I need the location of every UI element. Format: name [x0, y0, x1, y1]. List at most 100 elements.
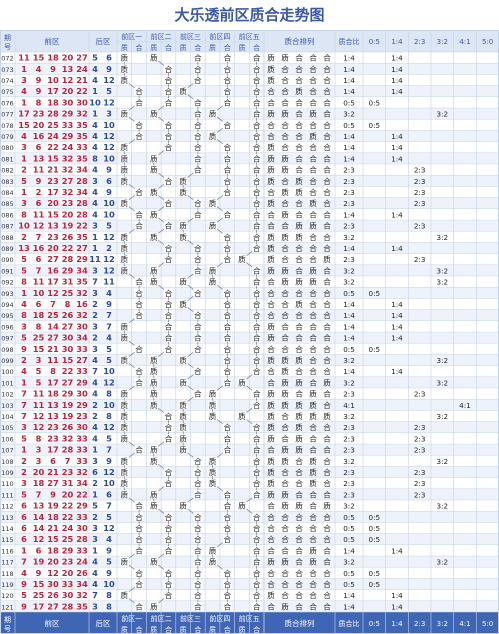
zone-mark-bg: [163, 288, 173, 297]
zone-mark-bg: [163, 255, 173, 264]
zone-mark-bg: [222, 87, 232, 96]
back-number: 6: [92, 467, 98, 477]
ratio-hit-cell: 2:3: [414, 479, 426, 488]
zone-mark: 合: [194, 165, 202, 175]
zone-mark: 质: [121, 411, 129, 421]
ratio-hit-cell: 0:5: [369, 513, 381, 522]
footer-zone-zi-label: 质: [238, 625, 245, 634]
front-number: 5: [21, 254, 27, 264]
ratio-cell: 1:4: [343, 54, 355, 63]
front-number: 27: [47, 478, 59, 488]
arrangement-cell: 合: [323, 467, 331, 477]
front-number: 1: [21, 187, 27, 197]
front-number: 33: [76, 445, 88, 455]
front-number: 1: [21, 445, 27, 455]
front-number: 12: [33, 534, 45, 544]
zone-mark: 合: [194, 579, 202, 589]
arrangement-cell: 合: [295, 579, 303, 589]
front-number: 20: [47, 557, 59, 567]
front-number: 14: [47, 321, 59, 331]
arrangement-cell: 合: [281, 131, 289, 141]
zone-mark: 合: [253, 176, 261, 186]
header-zone-he-label: 合: [253, 43, 260, 52]
zone-mark-bg: [163, 467, 173, 477]
zone-mark: 合: [223, 579, 231, 589]
zone-mark: 合: [253, 153, 261, 163]
issue-cell: 098: [1, 346, 13, 354]
zone-mark-bg: [252, 535, 262, 544]
zone-mark-bg: [149, 602, 159, 611]
front-number: 11: [33, 277, 45, 287]
front-number: 30: [62, 333, 74, 343]
ratio-hit-cell: 1:4: [391, 154, 403, 163]
arrangement-cell: 质: [267, 321, 275, 331]
arrangement-cell: 合: [323, 456, 331, 466]
arrangement-cell: 合: [281, 512, 289, 522]
arrangement-cell: 合: [323, 243, 331, 253]
zone-mark-bg: [193, 143, 203, 152]
arrangement-cell: 合: [323, 366, 331, 376]
arrangement-cell: 合: [309, 523, 317, 533]
zone-mark: 质: [238, 377, 246, 387]
zone-mark-bg: [149, 232, 159, 241]
front-number: 29: [62, 545, 74, 555]
arrangement-cell: 合: [281, 333, 289, 343]
zone-mark-bg: [193, 523, 203, 533]
front-number: 26: [62, 422, 74, 432]
zone-mark-bg: [163, 535, 173, 544]
zone-mark-bg: [149, 456, 159, 465]
front-number: 29: [62, 389, 74, 399]
front-number: 33: [76, 456, 88, 466]
arrangement-cell: 合: [281, 467, 289, 477]
zone-mark-bg: [193, 333, 203, 342]
zone-mark-bg: [149, 378, 159, 387]
zone-mark: 合: [194, 366, 202, 376]
front-number: 34: [76, 478, 88, 488]
front-number: 28: [76, 198, 88, 208]
arrangement-cell: 合: [267, 366, 275, 376]
arrangement-cell: 合: [267, 568, 275, 578]
zone-mark-bg: [222, 445, 232, 454]
zone-mark-bg: [193, 479, 203, 488]
zone-mark-bg: [119, 255, 129, 264]
arrangement-cell: 合: [295, 545, 303, 555]
arrangement-cell: 合: [309, 232, 317, 242]
arrangement-cell: 合: [323, 209, 331, 219]
zone-mark-bg: [134, 602, 144, 611]
back-number: 4: [92, 209, 98, 219]
zone-mark: 合: [165, 198, 173, 208]
zone-mark: 合: [253, 198, 261, 208]
issue-cell: 095: [1, 312, 13, 320]
front-number: 28: [76, 534, 88, 544]
zone-mark-bg: [134, 210, 144, 219]
ratio-hit-cell: 1:4: [391, 334, 403, 343]
zone-mark: 合: [253, 400, 261, 410]
zone-mark-bg: [193, 288, 203, 297]
header-ratio-col-label: 5:0: [482, 38, 493, 46]
zone-mark: 合: [194, 254, 202, 264]
front-number: 9: [50, 64, 56, 74]
arrangement-cell: 合: [323, 109, 331, 119]
front-number: 6: [36, 545, 42, 555]
front-number: 10: [18, 221, 30, 231]
arrangement-cell: 质: [267, 389, 275, 399]
zone-mark-bg: [222, 535, 232, 544]
back-number: 3: [92, 534, 98, 544]
back-number: 4: [92, 422, 98, 432]
arrangement-cell: 合: [309, 355, 317, 365]
ratio-cell: 0:5: [343, 513, 355, 522]
zone-mark: 合: [223, 523, 231, 533]
arrangement-cell: 质: [295, 232, 303, 242]
zone-mark: 合: [223, 534, 231, 544]
front-number: 15: [47, 534, 59, 544]
zone-mark: 质: [150, 355, 158, 365]
arrangement-cell: 合: [295, 142, 303, 152]
zone-mark: 质: [121, 53, 129, 63]
back-number: 12: [103, 467, 115, 477]
header-zone-zi-label: 质: [180, 43, 187, 52]
ratio-cell: 2:3: [343, 255, 355, 264]
zone-mark: 合: [165, 534, 173, 544]
arrangement-cell: 合: [309, 86, 317, 96]
zone-mark-bg: [193, 591, 203, 600]
arrangement-cell: 合: [295, 568, 303, 578]
